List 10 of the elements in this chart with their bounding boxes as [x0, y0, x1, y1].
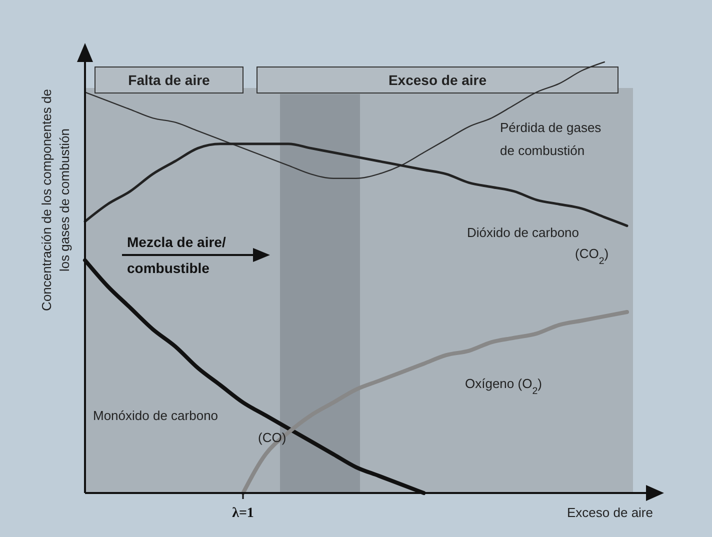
annotation: Mezcla de aire/ combustible	[127, 234, 226, 276]
text: Monóxido de carbono (CO)	[93, 408, 286, 445]
text: λ=1	[232, 506, 254, 521]
series-label: Oxígeno (O$_{2}$)	[465, 376, 542, 396]
series-label: Pérdida de gases de combustión	[500, 120, 602, 158]
annotation: Exceso de aire	[388, 72, 487, 88]
x-axis-title: Exceso de aire	[567, 505, 653, 520]
annotation: Falta de aire	[128, 72, 210, 88]
y-axis-title: Concentración de los componentes de los gases de combustión	[39, 89, 72, 311]
series-label: Dióxido de carbono (CO$_{2}$)	[467, 225, 609, 266]
